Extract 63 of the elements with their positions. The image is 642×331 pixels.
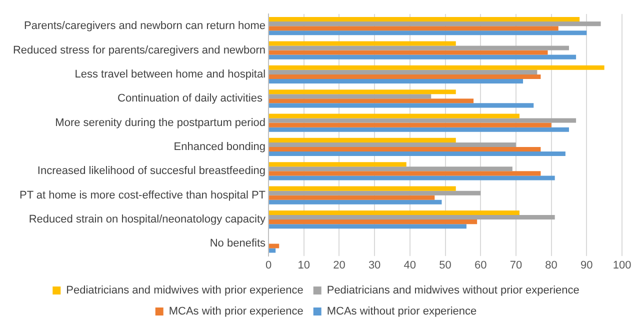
bar (269, 127, 569, 132)
bar (269, 220, 478, 224)
bar (269, 41, 456, 46)
bar (269, 98, 474, 104)
bar (269, 171, 541, 176)
bar (269, 90, 456, 94)
bar (269, 94, 432, 99)
bar (269, 146, 541, 152)
bar (269, 118, 576, 123)
bar (269, 74, 541, 79)
x-tick-label: 30 (368, 259, 381, 272)
bar (269, 50, 548, 55)
bar (269, 166, 512, 172)
bar (269, 224, 466, 229)
bar (269, 200, 442, 204)
y-tick-label: Parents/caregivers and newborn can return home (24, 20, 266, 32)
bar (269, 186, 456, 191)
bar (269, 176, 555, 180)
x-tick-label: 40 (404, 259, 416, 272)
bar (269, 195, 435, 200)
x-tick-label: 10 (298, 259, 310, 272)
y-tick-label: Increased likelihood of succesful breastfeeding (37, 165, 266, 178)
y-tick-label: Enhanced bonding (174, 141, 266, 154)
bar (269, 138, 456, 142)
x-tick-label: 20 (333, 259, 346, 272)
bar (269, 142, 516, 147)
bar (269, 22, 601, 26)
y-tick-label: Continuation of daily activities (118, 92, 266, 105)
x-tick-label: 80 (545, 259, 558, 272)
x-tick-label: 90 (580, 259, 593, 272)
bar (269, 54, 576, 60)
bar (269, 214, 555, 220)
bar (269, 103, 534, 108)
bar (269, 70, 538, 74)
legend-label: MCAs with prior experience (168, 306, 304, 318)
bar (269, 17, 580, 22)
y-tick-label: Reduced strain on hospital/neonatology capacity (28, 214, 266, 226)
legend-label: MCAs without prior experience (326, 306, 477, 318)
x-tick-label: 100 (612, 259, 632, 272)
x-tick-label: 50 (439, 259, 452, 272)
bar (269, 152, 566, 156)
y-tick-label: No benefits (210, 238, 266, 250)
bar (269, 122, 552, 128)
legend-label: Pediatricians and midwives without prior experience (326, 284, 580, 297)
bar (269, 248, 276, 253)
bar (269, 114, 520, 118)
bar (269, 65, 604, 70)
bar (269, 162, 406, 167)
bar (269, 244, 280, 248)
bar (269, 30, 587, 36)
y-tick-label: More serenity during the postpartum period (55, 116, 266, 129)
bar (269, 210, 520, 215)
bar (269, 190, 481, 196)
y-tick-label: Reduced stress for parents/caregivers and newborn (12, 44, 266, 56)
bar (269, 78, 524, 84)
x-tick-label: 0 (265, 259, 272, 272)
x-tick-label: 60 (474, 259, 487, 272)
legend-label: Pediatricians and midwives with prior experience (66, 284, 304, 297)
y-tick-label: PT at home is more cost-effective than hospital PT (20, 189, 266, 202)
x-tick-label: 70 (510, 259, 522, 272)
bar (269, 26, 558, 31)
bar (269, 46, 569, 50)
y-tick-label: Less travel between home and hospital (74, 68, 266, 80)
